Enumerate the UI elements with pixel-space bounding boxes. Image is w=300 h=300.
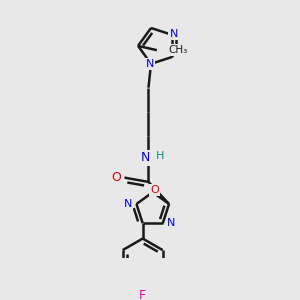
Text: O: O xyxy=(111,171,121,184)
Text: O: O xyxy=(150,184,159,195)
Text: N: N xyxy=(169,29,178,39)
Text: H: H xyxy=(155,151,164,161)
Text: N: N xyxy=(146,59,154,69)
Text: N: N xyxy=(124,199,132,209)
Text: N: N xyxy=(167,218,176,228)
Text: N: N xyxy=(141,152,151,164)
Text: CH₃: CH₃ xyxy=(169,45,188,55)
Text: F: F xyxy=(139,290,146,300)
